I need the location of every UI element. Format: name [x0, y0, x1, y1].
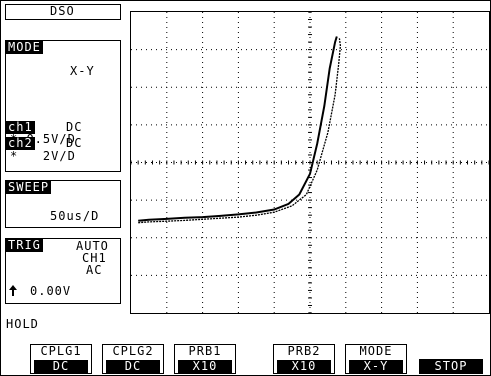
ch2-label: ch2: [6, 136, 35, 150]
ch1-label: ch1: [6, 120, 35, 134]
softkey-value: X-Y: [349, 360, 403, 373]
sweep-box[interactable]: SWEEP 50us/D: [5, 180, 121, 228]
cplg2-softkey[interactable]: CPLG2 DC: [102, 344, 164, 374]
mode-label: MODE: [6, 40, 43, 54]
hold-label: HOLD: [6, 317, 39, 331]
stop-softkey[interactable]: STOP: [419, 359, 483, 374]
trig-box[interactable]: TRIG AUTO CH1 AC 0.00V: [5, 238, 121, 304]
xy-plot-svg: [131, 12, 489, 313]
xy-trace-2: [138, 38, 342, 224]
softkey-value: X10: [178, 360, 232, 373]
trig-mode: AUTO: [76, 239, 109, 253]
trig-label: TRIG: [6, 238, 43, 252]
prb1-softkey[interactable]: PRB1 X10: [174, 344, 236, 374]
ch2-scale: * 2V/D: [10, 149, 76, 163]
xy-trace-1: [138, 36, 338, 222]
title-box: DSO: [5, 4, 121, 20]
softkey-label: CPLG1: [40, 344, 82, 358]
trig-source: CH1: [82, 251, 107, 265]
trig-level: 0.00V: [30, 284, 72, 298]
cplg1-softkey[interactable]: CPLG1 DC: [30, 344, 92, 374]
xy-display: [130, 11, 490, 314]
mode-value: X-Y: [70, 64, 95, 78]
softkey-value: DC: [106, 360, 160, 373]
softkey-value: DC: [34, 360, 88, 373]
softkey-label: MODE: [359, 344, 393, 358]
mode-box[interactable]: MODE X-Y ch1 DC * 0.5V/D ch2: [5, 40, 121, 172]
rising-arrow-icon: [9, 285, 17, 296]
sweep-value: 50us/D: [50, 209, 100, 223]
softkey-label: PRB2: [287, 344, 321, 358]
softkey-value: X10: [277, 360, 331, 373]
softkey-label: PRB1: [188, 344, 222, 358]
ch1-coupling: DC: [66, 120, 83, 134]
sweep-label: SWEEP: [6, 180, 52, 194]
page-title: DSO: [50, 4, 75, 18]
trig-coupling: AC: [86, 263, 103, 277]
softkey-label: CPLG2: [112, 344, 154, 358]
prb2-softkey[interactable]: PRB2 X10: [273, 344, 335, 374]
mode-softkey[interactable]: MODE X-Y: [345, 344, 407, 374]
ch2-coupling: DC: [66, 136, 83, 150]
